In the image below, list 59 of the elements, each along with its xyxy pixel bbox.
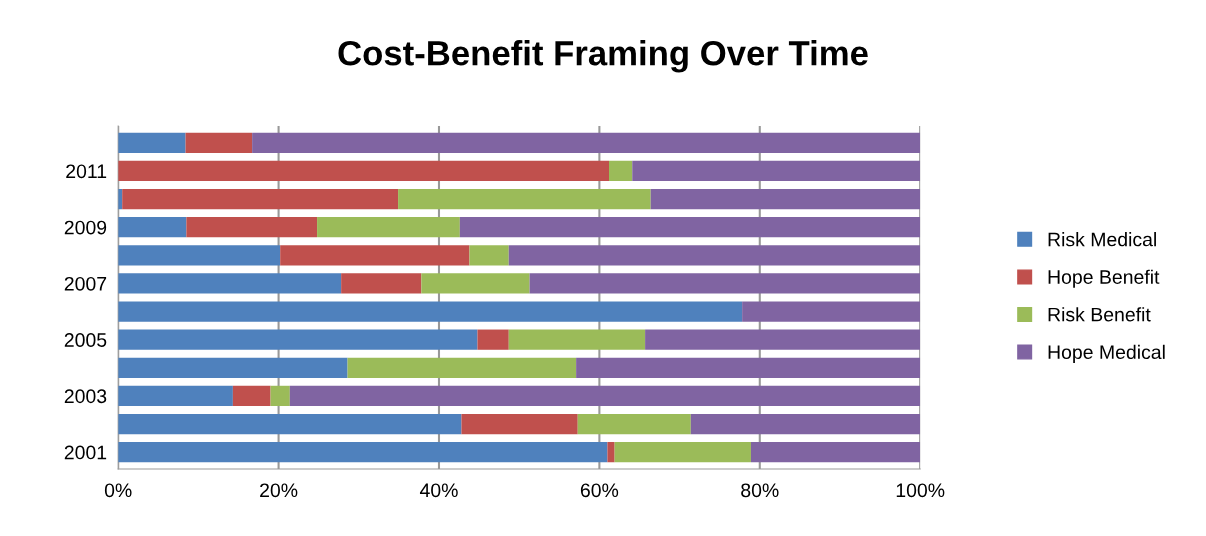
bar — [118, 132, 186, 153]
bar — [118, 357, 348, 378]
bar — [576, 357, 921, 378]
bar — [477, 329, 509, 350]
bar — [118, 273, 342, 294]
bar — [280, 245, 470, 266]
bar — [232, 385, 271, 407]
bar — [118, 217, 187, 238]
y-tick-label: 2009 — [64, 220, 107, 235]
bar — [609, 160, 633, 182]
bar — [118, 413, 462, 435]
legend-label: Risk Benefit — [1048, 307, 1151, 322]
y-tick-label: 2007 — [64, 276, 107, 291]
bar — [459, 217, 921, 238]
x-tick-label: 40% — [419, 483, 458, 498]
bar — [508, 245, 921, 266]
bar — [341, 273, 422, 294]
bar — [398, 188, 651, 210]
y-tick-label: 2001 — [64, 445, 107, 460]
bar — [750, 442, 921, 463]
bar — [577, 413, 691, 435]
bar — [632, 160, 921, 182]
bar — [529, 273, 921, 294]
bar — [118, 442, 608, 463]
x-tick-label: 100% — [896, 483, 945, 498]
bar — [347, 357, 577, 378]
bar — [122, 188, 399, 210]
legend-label: Hope Medical — [1048, 344, 1165, 363]
bar — [252, 132, 921, 153]
bar — [118, 329, 478, 350]
bar — [118, 160, 610, 182]
bar — [614, 442, 751, 463]
bar — [421, 273, 530, 294]
bar — [508, 329, 646, 350]
legend-label: Risk Medical — [1048, 232, 1156, 247]
bar — [690, 413, 921, 435]
bar — [650, 188, 921, 210]
bar — [645, 329, 921, 350]
bar — [607, 442, 615, 463]
x-tick-label: 20% — [260, 483, 298, 498]
bar — [742, 301, 921, 322]
chart-title: Cost-Benefit Framing Over Time — [338, 40, 868, 73]
bar — [289, 385, 921, 407]
bar — [317, 217, 460, 238]
bar — [469, 245, 509, 266]
x-tick-label: 0% — [104, 483, 132, 498]
y-tick-label: 2011 — [66, 164, 107, 179]
bar — [118, 301, 743, 322]
bar — [185, 132, 253, 153]
bar — [118, 385, 233, 407]
y-tick-label: 2005 — [64, 333, 107, 347]
x-tick-label: 60% — [580, 483, 619, 498]
bar — [270, 385, 290, 407]
y-tick-label: 2003 — [64, 389, 107, 404]
x-tick-label: 80% — [741, 483, 779, 498]
legend-label: Hope Benefit — [1048, 269, 1160, 288]
bar — [118, 245, 281, 266]
bar — [461, 413, 578, 435]
bar — [186, 217, 318, 238]
